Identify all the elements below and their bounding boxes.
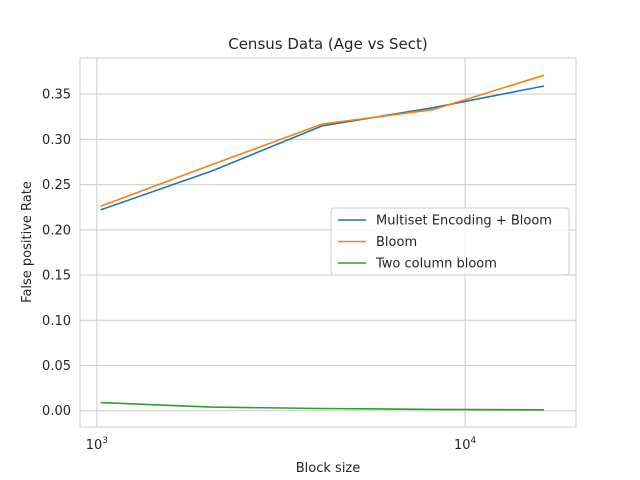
plot-frame bbox=[79, 57, 577, 428]
legend-label: Bloom bbox=[376, 235, 417, 250]
legend-frame bbox=[330, 207, 570, 276]
legend-label: Multiset Encoding + Bloom bbox=[376, 214, 552, 229]
y-tick-label: 0.30 bbox=[42, 133, 71, 148]
y-tick-label: 0.35 bbox=[42, 88, 71, 103]
x-tick-label: 103 bbox=[86, 436, 108, 453]
y-tick-label: 0.25 bbox=[42, 178, 71, 193]
series-line-1 bbox=[100, 85, 545, 211]
series-line-3 bbox=[100, 401, 545, 411]
y-tick-label: 0.20 bbox=[42, 223, 71, 238]
x-axis-label: Block size bbox=[296, 461, 361, 476]
y-tick-label: 0.05 bbox=[42, 359, 71, 374]
y-axis-label: False positive Rate bbox=[20, 181, 35, 303]
x-tick-base: 10 bbox=[454, 438, 471, 453]
y-tick-label: 0.15 bbox=[42, 269, 71, 284]
series-line-2 bbox=[100, 74, 545, 208]
x-tick-exponent: 4 bbox=[471, 436, 477, 446]
legend: Multiset Encoding + Bloom Bloom Two column… bbox=[330, 207, 570, 276]
y-tick-label: 0.00 bbox=[42, 404, 71, 419]
x-tick-base: 10 bbox=[86, 438, 103, 453]
chart-title: Census Data (Age vs Sect) bbox=[228, 35, 428, 53]
legend-label: Two column bloom bbox=[375, 257, 497, 272]
series-layer bbox=[100, 74, 545, 411]
x-tick-label: 104 bbox=[454, 436, 477, 453]
y-tick-label: 0.10 bbox=[42, 314, 71, 329]
x-tick-exponent: 3 bbox=[102, 436, 108, 446]
